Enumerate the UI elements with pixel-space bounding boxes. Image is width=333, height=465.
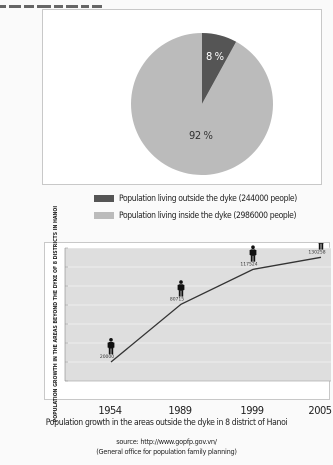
legend-item-outside: Population living outside the dyke (2440… [94,194,297,204]
pie-slice-inside [130,33,273,175]
pie-chart [130,33,273,175]
source-line-url: source: http://www.gopfp.gov.vn/ [116,437,217,446]
legend-swatch-inside [94,212,114,219]
legend-item-inside: Population living inside the dyke (29860… [94,211,297,221]
line-chart: 20000 80715 117524 130258 [64,243,331,382]
data-label: 80715 [170,296,184,302]
data-label: 117524 [240,261,257,267]
x-tick-1954: 1954 [98,404,122,417]
y-axis-label: POPULATION GROWTH IN THE AREAS BEYOND TH… [53,205,59,423]
person-icon [318,243,324,250]
series-line [110,256,322,363]
pie-slice-outside [202,33,237,104]
x-tick-1999: 1999 [240,404,264,417]
pie-slice-label-inside: 92 % [189,129,213,142]
cropped-header-fragment [0,0,333,10]
person-icon [107,338,115,355]
plot-area [65,248,331,381]
x-tick-1989: 1989 [168,404,192,417]
legend-label-inside: Population living inside the dyke (29860… [119,211,297,221]
pie-chart-panel: 8 % 92 % [42,9,322,185]
source-line-office: (General office for population family pl… [96,447,237,456]
data-label: 130258 [308,249,325,255]
pie-slice-label-outside: 8 % [206,50,224,63]
source-note: source: http://www.gopfp.gov.vn/ (Genera… [0,437,333,457]
person-icon [177,280,185,297]
data-label: 20000 [100,354,114,360]
person-icon [249,245,257,262]
line-chart-panel: 20000 80715 117524 130258 [44,242,331,400]
legend-label-outside: Population living outside the dyke (2440… [119,194,297,204]
x-tick-2005: 2005 [308,404,332,417]
chart-caption: Population growth in the areas outside t… [45,418,288,428]
legend-swatch-outside [94,195,114,202]
